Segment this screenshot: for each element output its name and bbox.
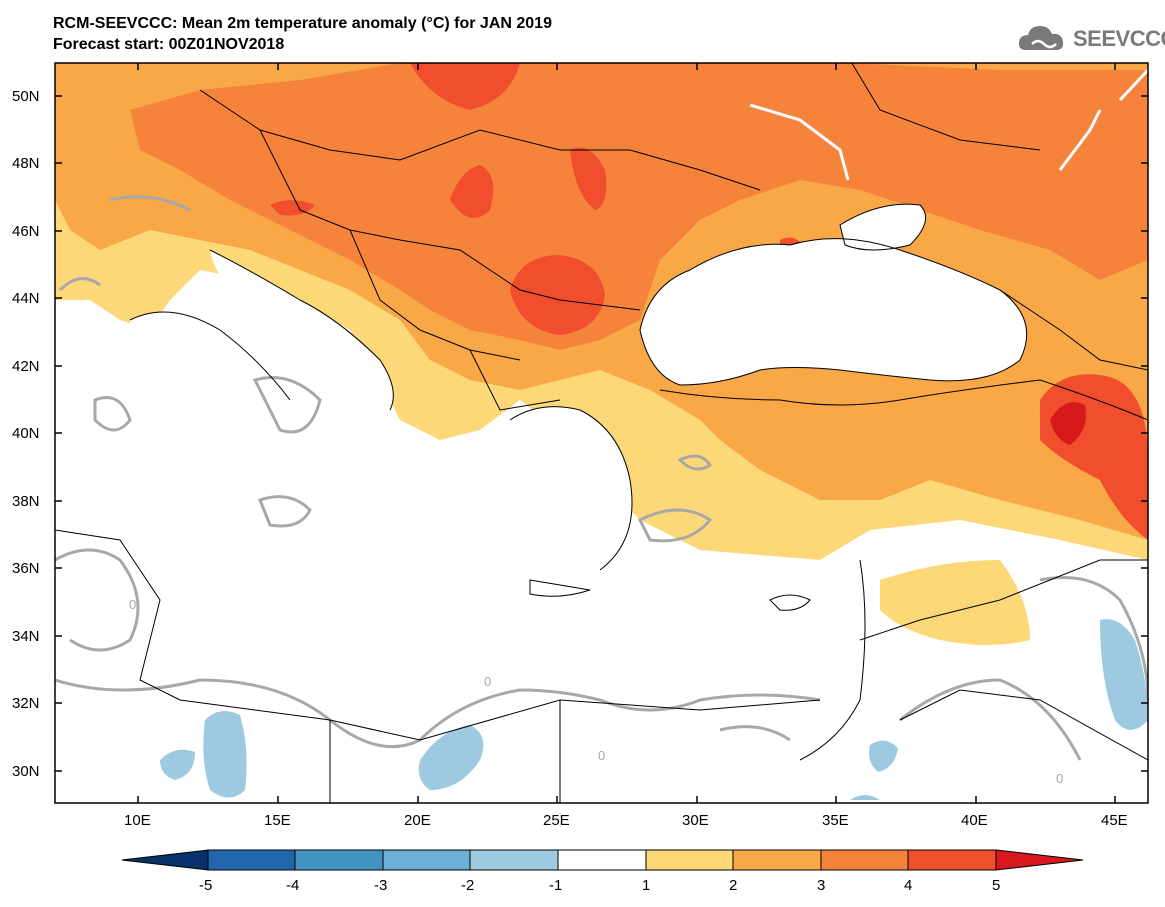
contour-label-0-c: 0 [598, 748, 605, 763]
anomaly-band-minus-1-2-libya [203, 711, 247, 798]
colorbar-bin-3-4 [820, 849, 909, 871]
lat-label-30n: 30N [12, 763, 40, 780]
anomaly-band-minus-1-2-jordan [869, 740, 898, 772]
north-africa [55, 560, 1148, 803]
anomaly-band-5-plus [1050, 402, 1086, 445]
seevccc-logo: SEEVCCC [1016, 22, 1165, 56]
colorbar [121, 849, 1084, 871]
colorbar-bin-5-4 [207, 849, 296, 871]
anomaly-band-4-5-carpathians [450, 165, 494, 218]
adriatic-sea [210, 250, 394, 410]
latitude-axis: 50N 48N 46N 44N 42N 40N 38N 36N 34N 32N … [12, 88, 1148, 780]
lat-label-38n: 38N [12, 493, 40, 510]
colorbar-label-3: 3 [817, 877, 825, 894]
lat-label-42n: 42N [12, 358, 40, 375]
colorbar-bin-3-2 [382, 849, 471, 871]
lon-label-45e: 45E [1101, 812, 1128, 829]
colorbar-label-m1: -1 [549, 877, 562, 894]
anomaly-fill: 0 0 0 0 [55, 63, 1148, 803]
anomaly-band-minus-1-2-south [850, 795, 880, 800]
anomaly-band-minus-1-2-egypt [418, 725, 484, 790]
logo-text: SEEVCCC [1073, 26, 1165, 51]
colorbar-bin-2-3 [732, 849, 822, 871]
lat-label-44n: 44N [12, 290, 40, 307]
black-sea [640, 238, 1027, 385]
colorbar-bin-1-2 [645, 849, 734, 871]
zero-contours [55, 195, 1148, 761]
lon-label-30e: 30E [682, 812, 709, 829]
lon-label-25e: 25E [543, 812, 570, 829]
colorbar-bin-below-5 [121, 849, 209, 871]
lat-label-50n: 50N [12, 88, 40, 105]
anomaly-band-minus-1-2-arabia [1100, 619, 1148, 730]
anomaly-band-minus-1-2-tunisia [160, 749, 195, 780]
cloud-icon [1018, 26, 1064, 50]
lat-label-46n: 46N [12, 223, 40, 240]
longitude-axis: 10E 15E 20E 25E 30E 35E 40E 45E [124, 63, 1128, 829]
azov-sea [840, 204, 926, 250]
lon-label-20e: 20E [404, 812, 431, 829]
colorbar-labels: -5 -4 -3 -2 -1 1 2 3 4 5 [199, 877, 1000, 894]
colorbar-label-4: 4 [904, 877, 912, 894]
anomaly-band-4-5-north [410, 63, 520, 110]
lat-label-40n: 40N [12, 425, 40, 442]
forecast-start: Forecast start: 00Z01NOV2018 [53, 36, 285, 53]
colorbar-label-m5: -5 [199, 877, 212, 894]
colorbar-label-m2: -2 [461, 877, 474, 894]
anomaly-band-4-5-balkans [510, 255, 605, 335]
anomaly-band-3-4 [130, 63, 1148, 350]
contour-label-0-b: 0 [484, 674, 491, 689]
contour-label-0-d: 0 [1056, 771, 1063, 786]
lon-label-40e: 40E [961, 812, 988, 829]
colorbar-label-m3: -3 [374, 877, 387, 894]
coastlines-borders [55, 63, 1148, 803]
colorbar-bin-2-1 [469, 849, 559, 871]
colorbar-bin-1-1 [557, 849, 647, 871]
anomaly-band-4-5-east-carpathians [570, 147, 607, 210]
colorbar-label-1: 1 [642, 877, 650, 894]
lon-label-10e: 10E [124, 812, 151, 829]
lat-label-48n: 48N [12, 155, 40, 172]
contour-label-0: 0 [129, 597, 136, 612]
colorbar-label-m4: -4 [286, 877, 299, 894]
colorbar-bin-4-3 [294, 849, 384, 871]
map-title: RCM-SEEVCCC: Mean 2m temperature anomaly… [53, 15, 552, 32]
lon-label-15e: 15E [264, 812, 291, 829]
colorbar-label-2: 2 [729, 877, 737, 894]
colorbar-label-5: 5 [992, 877, 1000, 894]
tyrrhenian-sea [130, 312, 290, 444]
aegean-sea [507, 406, 632, 570]
lat-label-34n: 34N [12, 628, 40, 645]
lat-label-36n: 36N [12, 560, 40, 577]
colorbar-bin-4-5 [907, 849, 997, 871]
lat-label-32n: 32N [12, 695, 40, 712]
anomaly-band-1-2-middle-east [880, 560, 1030, 645]
lon-label-35e: 35E [822, 812, 849, 829]
colorbar-bin-above-5 [995, 849, 1084, 871]
white-lakes [749, 68, 1148, 181]
